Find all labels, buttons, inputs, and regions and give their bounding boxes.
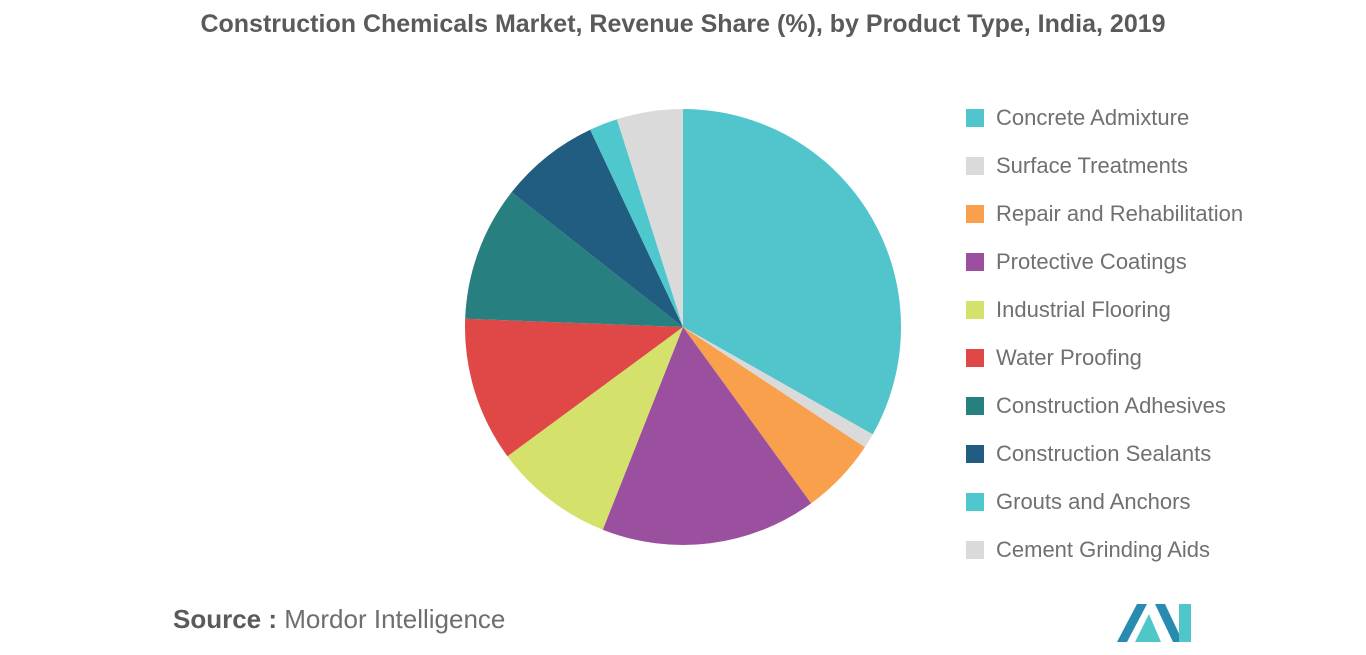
- legend-swatch: [966, 541, 984, 559]
- pie-slice-construction-sealants: [511, 129, 683, 327]
- legend-item: Concrete Admixture: [966, 94, 1243, 142]
- legend-swatch: [966, 493, 984, 511]
- legend-swatch: [966, 157, 984, 175]
- legend-swatch: [966, 109, 984, 127]
- legend-item: Grouts and Anchors: [966, 478, 1243, 526]
- pie-slice-concrete-admixture: [683, 109, 901, 435]
- chart-legend: Concrete Admixture Surface Treatments Repa…: [966, 94, 1243, 574]
- chart-title: Construction Chemicals Market, Revenue S…: [200, 10, 1166, 38]
- legend-label: Water Proofing: [996, 345, 1142, 370]
- legend-label: Cement Grinding Aids: [996, 537, 1210, 562]
- legend-item: Industrial Flooring: [966, 286, 1243, 334]
- source-note: Source : Mordor Intelligence: [173, 604, 505, 635]
- pie-slice-surface-treatments: [683, 327, 873, 448]
- legend-label: Construction Adhesives: [996, 393, 1226, 418]
- legend-item: Cement Grinding Aids: [966, 526, 1243, 574]
- legend-item: Construction Sealants: [966, 430, 1243, 478]
- pie-slice-grouts-and-anchors: [590, 119, 683, 327]
- pie-slice-protective-coatings: [602, 327, 812, 546]
- legend-label: Surface Treatments: [996, 153, 1188, 178]
- source-name: Mordor Intelligence: [284, 604, 506, 634]
- legend-item: Surface Treatments: [966, 142, 1243, 190]
- legend-swatch: [966, 253, 984, 271]
- mordor-intelligence-logo: [1117, 604, 1191, 642]
- pie-slice-water-proofing: [464, 318, 683, 457]
- pie-slice-construction-adhesives: [465, 192, 683, 327]
- legend-item: Water Proofing: [966, 334, 1243, 382]
- legend-label: Repair and Rehabilitation: [996, 201, 1244, 226]
- legend-swatch: [966, 205, 984, 223]
- legend-item: Construction Adhesives: [966, 382, 1243, 430]
- legend-item: Protective Coatings: [966, 238, 1243, 286]
- legend-label: Grouts and Anchors: [996, 489, 1191, 514]
- legend-item: Repair and Rehabilitation: [966, 190, 1243, 238]
- pie-slice-industrial-flooring: [507, 327, 683, 530]
- legend-swatch: [966, 445, 984, 463]
- legend-label: Concrete Admixture: [996, 105, 1190, 130]
- legend-swatch: [966, 301, 984, 319]
- legend-swatch: [966, 349, 984, 367]
- pie-slice-repair-and-rehabilitation: [683, 327, 865, 504]
- legend-label: Construction Sealants: [996, 441, 1212, 466]
- legend-label: Industrial Flooring: [996, 297, 1171, 322]
- source-prefix: Source :: [173, 604, 278, 634]
- legend-label: Protective Coatings: [996, 249, 1187, 274]
- pie-slice-cement-grinding-aids: [616, 109, 683, 327]
- legend-swatch: [966, 397, 984, 415]
